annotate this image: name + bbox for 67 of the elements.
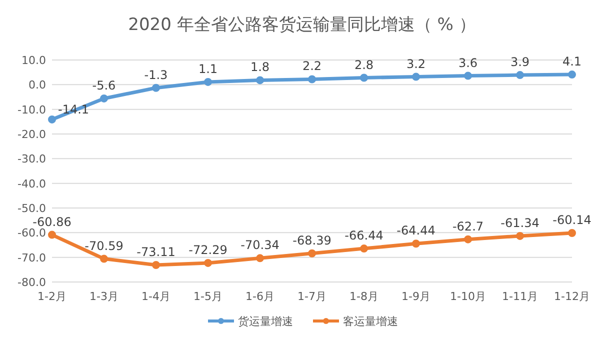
x-tick-label: 1-7月 [298, 290, 326, 303]
point [568, 229, 576, 238]
x-tick-label: 1-6月 [246, 290, 274, 303]
y-tick-label: -30.0 [18, 152, 46, 166]
point [308, 249, 316, 258]
point [100, 94, 108, 102]
data-label: -64.44 [396, 224, 436, 238]
y-tick-label: -70.0 [18, 251, 46, 264]
x-tick-label: 1-10月 [450, 290, 486, 303]
data-label: -73.11 [136, 245, 176, 260]
data-label: -62.7 [452, 219, 484, 234]
data-label: 1.1 [198, 62, 218, 76]
point [464, 72, 472, 80]
data-label: -60.14 [552, 213, 592, 228]
y-tick-label: 0.0 [28, 78, 46, 92]
point [308, 75, 316, 84]
x-tick-label: 1-9月 [402, 290, 430, 303]
point [204, 258, 212, 267]
data-label: -68.39 [292, 233, 332, 248]
data-label: 2.2 [302, 59, 322, 74]
y-tick-label: 10.0 [22, 54, 46, 67]
legend-label: 客运量增速 [343, 315, 398, 328]
point [464, 235, 472, 244]
point [360, 244, 368, 253]
y-tick-label: -20.0 [18, 128, 46, 141]
data-label: -60.86 [32, 214, 72, 229]
point [412, 240, 420, 248]
data-label: 4.1 [562, 54, 582, 69]
point [204, 78, 212, 86]
x-tick-label: 1-11月 [502, 290, 538, 303]
data-label: -66.44 [344, 228, 384, 243]
point [360, 74, 368, 82]
x-tick-label: 1-8月 [350, 290, 378, 303]
point [256, 76, 264, 84]
data-label: -70.59 [84, 238, 124, 253]
data-label: 2.8 [354, 58, 374, 72]
data-label: -70.34 [240, 238, 280, 252]
data-label: -72.29 [188, 242, 228, 257]
data-label: 3.6 [458, 56, 478, 70]
point [256, 254, 264, 262]
legend-label: 货运量增速 [238, 315, 293, 328]
point [48, 115, 56, 124]
point [152, 261, 160, 270]
x-tick-label: 1-5月 [194, 290, 222, 303]
x-tick-label: 1-2月 [38, 290, 66, 303]
data-label: 3.2 [406, 56, 426, 71]
point [516, 232, 524, 240]
point [568, 70, 576, 79]
data-label: 3.9 [510, 55, 530, 70]
point [48, 230, 56, 239]
x-tick-label: 1-3月 [90, 290, 118, 303]
y-tick-label: -50.0 [18, 202, 46, 215]
data-label: -5.6 [92, 78, 116, 92]
y-tick-label: -60.0 [18, 226, 46, 240]
x-tick-label: 1-4月 [142, 290, 170, 303]
chart-title: 2020 年全省公路客货运输量同比增速（ % ） [128, 15, 476, 35]
x-tick-label: 1-12月 [554, 290, 590, 303]
data-label: -61.34 [500, 216, 540, 230]
point [152, 84, 160, 92]
data-label: -1.3 [144, 68, 168, 82]
data-label: 1.8 [250, 60, 270, 74]
point [100, 254, 108, 263]
y-tick-label: -80.0 [18, 276, 46, 289]
point [412, 72, 420, 81]
y-tick-label: -10.0 [18, 103, 46, 116]
point [516, 71, 524, 80]
y-tick-label: -40.0 [18, 177, 46, 190]
